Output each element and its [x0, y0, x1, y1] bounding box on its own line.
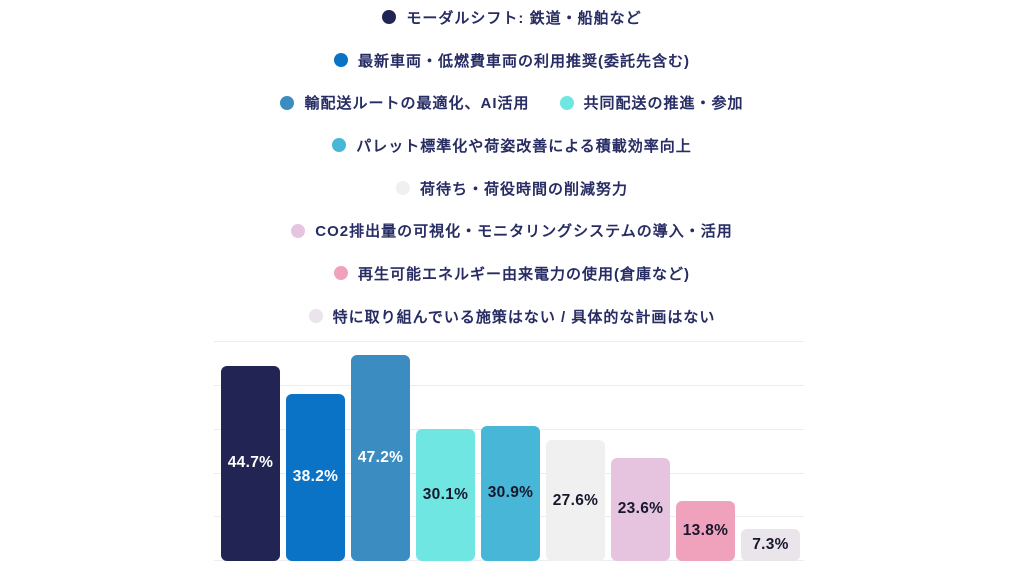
legend-item-renewable-energy: 再生可能エネルギー由来電力の使用(倉庫など)	[334, 263, 690, 284]
legend-dot-icon	[280, 95, 295, 110]
legend-row: 特に取り組んでいる施策はない / 具体的な計画はない	[0, 295, 1024, 338]
bar-modal-shift: 44.7%	[221, 365, 280, 561]
legend-label: モーダルシフト: 鉄道・船舶など	[406, 9, 642, 27]
bar-value-label: 27.6%	[552, 491, 599, 509]
chart-legend: モーダルシフト: 鉄道・船舶など 最新車両・低燃費車両の利用推奨(委託先含む) …	[0, 0, 1024, 338]
bar-no-measures: 7.3%	[741, 529, 800, 561]
legend-dot-icon	[332, 138, 347, 153]
legend-item-waiting-time-reduction: 荷待ち・荷役時間の削減努力	[395, 178, 628, 199]
bar-new-vehicles: 38.2%	[286, 393, 345, 561]
legend-dot-icon	[334, 266, 348, 281]
legend-item-modal-shift: モーダルシフト: 鉄道・船舶など	[382, 7, 641, 28]
bar-value-label: 13.8%	[682, 521, 729, 539]
bar-pallet-standardization: 30.9%	[481, 425, 540, 561]
legend-label: 共同配送の推進・参加	[583, 95, 744, 113]
gridline	[214, 385, 804, 387]
legend-row: 荷待ち・荷役時間の削減努力	[0, 167, 1024, 210]
bar-value-label: 47.2%	[357, 448, 404, 466]
legend-label: 輸配送ルートの最適化、AI活用	[304, 95, 530, 113]
legend-item-route-optimization: 輸配送ルートの最適化、AI活用	[280, 92, 529, 113]
legend-row: モーダルシフト: 鉄道・船舶など	[0, 0, 1024, 39]
legend-row: 最新車両・低燃費車両の利用推奨(委託先含む)	[0, 39, 1024, 82]
legend-dot-icon	[395, 181, 410, 196]
legend-dot-icon	[291, 223, 306, 238]
bar-route-optimization: 47.2%	[351, 354, 410, 561]
legend-item-no-measures: 特に取り組んでいる施策はない / 具体的な計画はない	[308, 306, 716, 327]
bar-value-label: 23.6%	[617, 500, 664, 518]
legend-item-joint-delivery: 共同配送の推進・参加	[559, 92, 744, 113]
bar-value-label: 7.3%	[752, 536, 789, 554]
legend-item-pallet-standardization: パレット標準化や荷姿改善による積載効率向上	[332, 135, 692, 156]
plot-area: 44.7% 38.2% 47.2% 30.1% 30.9% 27.6% 23.6…	[214, 338, 804, 561]
bar-joint-delivery: 30.1%	[416, 429, 475, 561]
gridline	[214, 341, 804, 343]
legend-row: パレット標準化や荷姿改善による積載効率向上	[0, 124, 1024, 167]
legend-item-co2-monitoring: CO2排出量の可視化・モニタリングシステムの導入・活用	[291, 220, 732, 241]
legend-dot-icon	[334, 53, 348, 68]
bar-waiting-time-reduction: 27.6%	[546, 440, 605, 561]
legend-dot-icon	[308, 309, 323, 324]
legend-row: CO2排出量の可視化・モニタリングシステムの導入・活用	[0, 209, 1024, 252]
legend-row: 再生可能エネルギー由来電力の使用(倉庫など)	[0, 252, 1024, 295]
legend-label: 再生可能エネルギー由来電力の使用(倉庫など)	[358, 265, 690, 283]
bar-renewable-energy: 13.8%	[676, 500, 735, 561]
legend-label: 特に取り組んでいる施策はない / 具体的な計画はない	[332, 308, 716, 326]
bar-co2-monitoring: 23.6%	[611, 457, 670, 561]
legend-label: CO2排出量の可視化・モニタリングシステムの導入・活用	[315, 223, 733, 241]
legend-label: パレット標準化や荷姿改善による積載効率向上	[356, 137, 692, 155]
legend-label: 最新車両・低燃費車両の利用推奨(委託先含む)	[358, 52, 690, 70]
bar-value-label: 30.9%	[487, 484, 534, 502]
legend-row: 輸配送ルートの最適化、AI活用 共同配送の推進・参加	[0, 81, 1024, 124]
legend-label: 荷待ち・荷役時間の削減努力	[419, 180, 628, 198]
legend-item-new-vehicles: 最新車両・低燃費車両の利用推奨(委託先含む)	[334, 50, 690, 71]
legend-dot-icon	[559, 95, 574, 110]
bar-value-label: 44.7%	[227, 454, 274, 472]
legend-dot-icon	[382, 10, 397, 25]
bar-value-label: 38.2%	[292, 468, 339, 486]
bar-value-label: 30.1%	[422, 486, 469, 504]
